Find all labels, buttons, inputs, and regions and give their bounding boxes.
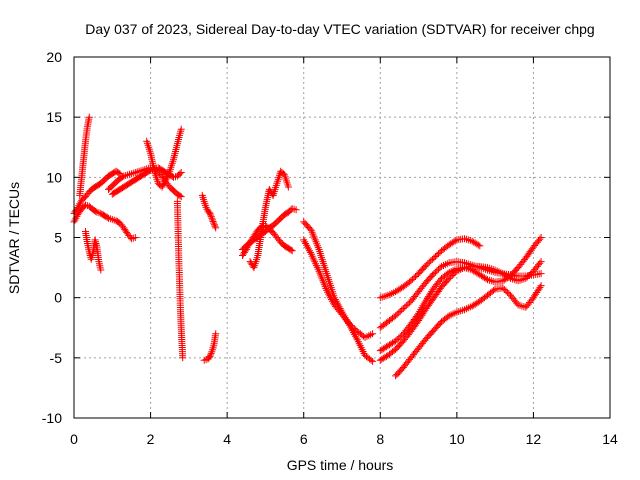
y-tick-label: 20 bbox=[46, 49, 62, 65]
y-tick-label: 15 bbox=[46, 109, 62, 125]
series-16 bbox=[300, 236, 377, 341]
series-marks bbox=[76, 113, 93, 199]
series-marks bbox=[269, 167, 292, 199]
series-marks bbox=[173, 197, 187, 362]
series-marks bbox=[376, 234, 545, 355]
y-tick-label: 0 bbox=[54, 290, 62, 306]
y-axis-label: SDTVAR / TECUs bbox=[6, 182, 22, 294]
series-marks bbox=[143, 125, 185, 191]
series-marks bbox=[239, 222, 296, 259]
x-tick-label: 0 bbox=[70, 431, 78, 447]
y-tick-label: 5 bbox=[54, 230, 62, 246]
series-21 bbox=[392, 282, 545, 380]
x-axis-label: GPS time / hours bbox=[287, 457, 394, 473]
y-tick-label: -5 bbox=[50, 350, 63, 366]
series-9 bbox=[200, 330, 220, 364]
y-tick-label: 10 bbox=[46, 169, 62, 185]
series-marks bbox=[392, 282, 545, 380]
series-20 bbox=[376, 235, 484, 302]
series-marks bbox=[300, 236, 377, 341]
x-tick-label: 6 bbox=[300, 431, 308, 447]
x-tick-label: 4 bbox=[223, 431, 231, 447]
series-12 bbox=[239, 222, 296, 259]
series-19 bbox=[376, 234, 545, 355]
series-13 bbox=[246, 185, 277, 272]
series-7 bbox=[143, 125, 185, 191]
series-15 bbox=[300, 218, 377, 365]
series-marks bbox=[376, 235, 484, 302]
x-tick-label: 2 bbox=[147, 431, 155, 447]
tick-labels: 0 2 4 6 8 10 12 14 -10 -5 0 5 10 15 20 bbox=[42, 49, 618, 447]
x-tick-label: 8 bbox=[376, 431, 384, 447]
series-8 bbox=[173, 197, 187, 362]
x-tick-label: 10 bbox=[449, 431, 465, 447]
y-tick-label: -10 bbox=[42, 410, 62, 426]
series-marks bbox=[82, 228, 105, 274]
x-tick-label: 12 bbox=[526, 431, 542, 447]
axis-ticks bbox=[73, 56, 611, 419]
series-marks bbox=[300, 218, 377, 365]
data-marks bbox=[70, 113, 545, 380]
grid bbox=[74, 57, 610, 418]
series-10 bbox=[198, 191, 220, 232]
x-tick-label: 14 bbox=[602, 431, 618, 447]
series-marks bbox=[200, 330, 220, 364]
series-3 bbox=[76, 113, 93, 199]
series-14 bbox=[269, 167, 292, 199]
series-marks bbox=[198, 191, 220, 232]
series-4 bbox=[82, 228, 105, 274]
chart-title: Day 037 of 2023, Sidereal Day-to-day VTE… bbox=[85, 21, 594, 37]
series-marks bbox=[246, 185, 277, 272]
